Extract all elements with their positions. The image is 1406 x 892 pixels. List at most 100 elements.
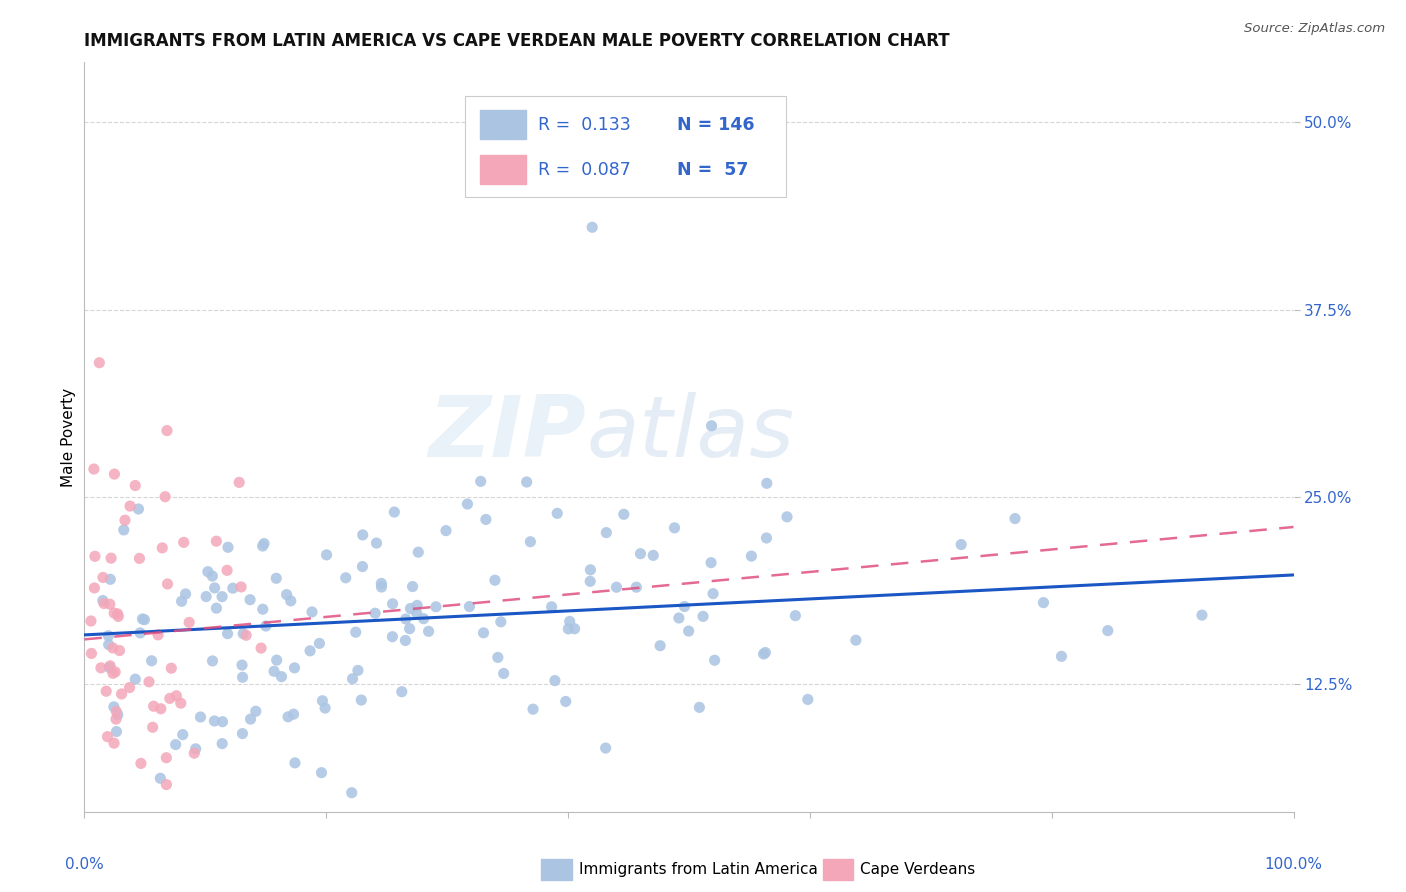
- Point: [159, 691, 181, 706]
- Point: [155, 778, 177, 792]
- Text: Cape Verdeans: Cape Verdeans: [860, 863, 976, 877]
- Text: ZIP: ZIP: [429, 392, 586, 475]
- Point: [183, 746, 205, 760]
- Point: [472, 625, 495, 640]
- Point: [232, 626, 254, 640]
- Point: [845, 633, 868, 648]
- Point: [406, 545, 429, 559]
- Point: [581, 220, 603, 235]
- Point: [107, 607, 129, 621]
- Point: [84, 549, 107, 564]
- Point: [554, 694, 576, 708]
- Point: [425, 599, 447, 614]
- Point: [141, 654, 163, 668]
- Point: [201, 654, 224, 668]
- Point: [264, 571, 287, 585]
- Point: [692, 609, 714, 624]
- Point: [347, 664, 370, 678]
- Point: [950, 538, 973, 552]
- Point: [98, 597, 121, 611]
- Point: [83, 581, 105, 595]
- Point: [418, 624, 440, 639]
- Point: [394, 633, 416, 648]
- Point: [91, 570, 114, 584]
- Point: [90, 661, 112, 675]
- Point: [752, 647, 775, 661]
- Point: [205, 534, 228, 549]
- Point: [253, 536, 276, 550]
- Point: [195, 590, 218, 604]
- Point: [700, 418, 723, 433]
- Point: [688, 700, 710, 714]
- Point: [270, 670, 292, 684]
- Point: [128, 551, 150, 566]
- Point: [211, 590, 233, 604]
- Point: [91, 593, 114, 607]
- Point: [153, 490, 176, 504]
- Point: [458, 599, 481, 614]
- Point: [544, 673, 567, 688]
- Point: [170, 696, 193, 710]
- Point: [301, 605, 323, 619]
- Point: [370, 576, 392, 591]
- Point: [174, 587, 197, 601]
- Point: [142, 699, 165, 714]
- Point: [101, 640, 124, 655]
- Point: [668, 611, 690, 625]
- Point: [308, 636, 330, 650]
- Point: [1097, 624, 1119, 638]
- Point: [184, 741, 207, 756]
- Point: [299, 644, 322, 658]
- Point: [540, 599, 562, 614]
- Point: [1191, 608, 1213, 623]
- Point: [678, 624, 700, 638]
- Point: [156, 424, 179, 438]
- Point: [1032, 596, 1054, 610]
- Point: [776, 509, 799, 524]
- Point: [204, 714, 226, 728]
- Point: [229, 580, 252, 594]
- Point: [335, 571, 357, 585]
- Point: [546, 507, 568, 521]
- Point: [190, 710, 212, 724]
- Point: [700, 556, 723, 570]
- Point: [108, 643, 131, 657]
- Point: [124, 672, 146, 686]
- Point: [314, 701, 336, 715]
- Point: [173, 535, 195, 549]
- Point: [239, 592, 262, 607]
- Point: [391, 684, 413, 698]
- Point: [103, 606, 125, 620]
- Point: [470, 475, 492, 489]
- Point: [398, 622, 420, 636]
- Point: [160, 661, 183, 675]
- Point: [703, 653, 725, 667]
- Point: [475, 512, 498, 526]
- Point: [205, 601, 228, 615]
- Point: [105, 705, 128, 719]
- Point: [266, 653, 288, 667]
- Point: [558, 615, 581, 629]
- Point: [406, 599, 429, 613]
- Point: [1004, 511, 1026, 525]
- Point: [204, 581, 226, 595]
- Point: [239, 712, 262, 726]
- Point: [83, 462, 105, 476]
- Point: [211, 737, 233, 751]
- Text: atlas: atlas: [586, 392, 794, 475]
- Point: [315, 548, 337, 562]
- Point: [96, 730, 118, 744]
- Point: [103, 467, 125, 481]
- Point: [129, 626, 152, 640]
- Point: [519, 534, 541, 549]
- Text: IMMIGRANTS FROM LATIN AMERICA VS CAPE VERDEAN MALE POVERTY CORRELATION CHART: IMMIGRANTS FROM LATIN AMERICA VS CAPE VE…: [84, 32, 950, 50]
- Point: [120, 499, 142, 513]
- Point: [215, 563, 238, 577]
- Point: [284, 756, 307, 770]
- Text: R =  0.087: R = 0.087: [538, 161, 630, 178]
- Point: [93, 597, 115, 611]
- Bar: [479, 155, 526, 184]
- Point: [755, 531, 778, 545]
- Point: [217, 626, 239, 640]
- Point: [110, 687, 132, 701]
